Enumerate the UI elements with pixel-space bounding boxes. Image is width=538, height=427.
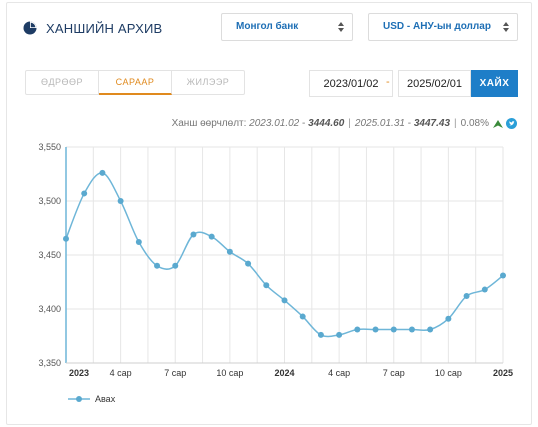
data-point (63, 235, 69, 242)
end-dash: - (407, 118, 412, 129)
tab-year[interactable]: ЖИЛЭЭР (172, 70, 245, 95)
chart-grid (65, 146, 504, 364)
pie-chart-icon (23, 21, 37, 35)
page-title: ХАНШИЙН АРХИВ (46, 21, 163, 36)
chart-axes: 3,350 3,400 3,450 3,500 3,550 2023 4 сар 7 сар 1… (38, 142, 513, 378)
start-date: 2023.01.02 (249, 118, 300, 129)
data-point (299, 313, 306, 320)
change-percent: 0.08% (460, 118, 489, 129)
y-tick-label: 3,350 (38, 358, 61, 368)
chart-series (63, 169, 506, 338)
start-value: 3444.60 (308, 118, 345, 129)
y-tick-label: 3,450 (38, 250, 61, 260)
data-point (481, 286, 488, 293)
data-point (263, 282, 270, 289)
start-dash: - (302, 118, 306, 129)
x-tick-label: 2025 (493, 368, 513, 378)
data-point (372, 326, 379, 333)
arrow-up-icon (493, 119, 503, 128)
tab-month[interactable]: САРААР (99, 70, 172, 95)
y-tick-label: 3,400 (38, 304, 61, 314)
y-tick-label: 3,500 (38, 196, 61, 206)
rate-change-summary: Ханш өөрчлөлт: 2023.01.02 - 3444.60 | 20… (172, 118, 517, 129)
x-tick-label: 4 сар (110, 368, 132, 378)
data-point (445, 315, 452, 322)
data-point (390, 326, 397, 333)
data-point (226, 248, 233, 255)
data-point (354, 326, 361, 333)
data-point (336, 331, 343, 338)
y-tick-label: 3,550 (38, 142, 61, 152)
tab-day[interactable]: ӨДРӨӨР (25, 70, 99, 95)
data-point (317, 331, 324, 338)
data-point (463, 293, 470, 300)
bank-select[interactable]: Монгол банк (221, 13, 353, 41)
sort-arrows-icon (503, 22, 509, 32)
data-point (500, 272, 506, 279)
data-point (281, 297, 288, 304)
stats-separator: | (454, 118, 457, 129)
rate-change-label: Ханш өөрчлөлт: (171, 118, 247, 129)
stats-separator: | (348, 118, 351, 129)
data-point (172, 262, 179, 269)
currency-select-value: USD - АНУ-ын доллар (383, 21, 491, 32)
search-button[interactable]: ХАЙХ (471, 70, 518, 97)
legend-label: Авах (95, 394, 116, 404)
data-point (208, 233, 215, 240)
data-point (427, 326, 434, 333)
date-range-dash: - (386, 76, 390, 88)
date-to-input[interactable] (398, 70, 471, 97)
end-value: 3447.43 (413, 118, 451, 129)
data-point (135, 239, 142, 246)
period-tabs: ӨДРӨӨР САРААР ЖИЛЭЭР (25, 70, 245, 95)
x-tick-label: 10 сар (216, 368, 243, 378)
chart-legend[interactable]: Авах (68, 394, 115, 404)
bank-select-value: Монгол банк (236, 21, 299, 32)
x-tick-label: 7 сар (164, 368, 186, 378)
x-tick-label: 7 сар (383, 368, 405, 378)
data-point (99, 169, 106, 176)
data-point (81, 190, 88, 197)
x-tick-label: 10 сар (435, 368, 462, 378)
x-tick-label: 4 сар (328, 368, 350, 378)
data-point (408, 326, 415, 333)
data-point (154, 262, 161, 269)
data-point (117, 198, 124, 204)
x-tick-label: 2023 (69, 368, 89, 378)
currency-select[interactable]: USD - АНУ-ын доллар (368, 13, 518, 41)
date-from-input[interactable] (309, 70, 393, 97)
sort-arrows-icon (338, 22, 344, 32)
end-date: 2025.01.31 (354, 118, 405, 129)
data-point (190, 231, 197, 238)
data-point (245, 260, 252, 267)
x-tick-label: 2024 (274, 368, 294, 378)
legend-marker-icon (68, 396, 90, 402)
twitter-icon[interactable] (506, 118, 517, 129)
